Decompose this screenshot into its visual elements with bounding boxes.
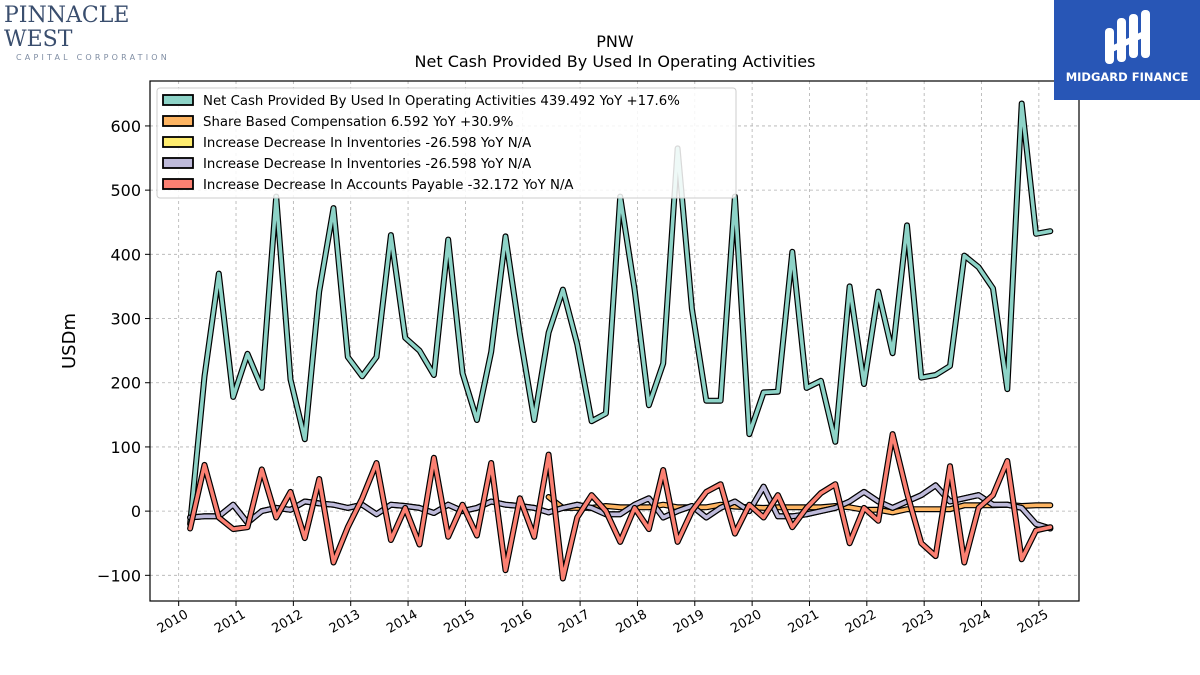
x-tick-label: 2012: [270, 607, 306, 637]
logo-company-subtitle: CAPITAL CORPORATION: [16, 53, 170, 62]
y-tick-label: 300: [110, 310, 141, 329]
x-tick-label: 2025: [1015, 607, 1051, 637]
logo-brand-text: MIDGARD FINANCE: [1065, 70, 1189, 84]
pinnacle-west-logo: PINNACLE WEST CAPITAL CORPORATION: [4, 4, 204, 63]
x-tick-label: 2016: [499, 607, 535, 637]
x-tick-label: 2020: [728, 607, 764, 637]
legend-label: Increase Decrease In Inventories -26.598…: [203, 157, 531, 172]
chart-title: PNW: [596, 32, 634, 51]
legend-swatch: [162, 178, 194, 190]
legend: Net Cash Provided By Used In Operating A…: [156, 87, 737, 199]
x-tick-label: 2013: [327, 607, 363, 637]
midgard-mark-icon: [1105, 10, 1150, 64]
x-tick-label: 2014: [384, 607, 420, 637]
x-tick-label: 2024: [958, 607, 994, 637]
x-tick-label: 2017: [556, 607, 592, 637]
logo-company-name: PINNACLE WEST: [4, 3, 130, 52]
x-tick-label: 2022: [843, 607, 879, 637]
y-tick-label: 400: [110, 245, 141, 264]
plot-frame: [149, 80, 1080, 602]
y-tick-label: 100: [110, 438, 141, 457]
y-axis-label: USDm: [59, 313, 80, 369]
series-line: [188, 432, 1053, 581]
x-tick-label: 2011: [212, 607, 248, 637]
legend-box: [156, 87, 737, 199]
legend-swatch: [162, 115, 194, 127]
y-tick-label: 600: [110, 117, 141, 136]
series-accounts-payable: [187, 431, 1054, 582]
y-tick-label: 0: [131, 502, 141, 521]
legend-label: Share Based Compensation 6.592 YoY +30.9…: [203, 115, 513, 130]
legend-swatch: [162, 94, 194, 106]
legend-swatch: [162, 157, 194, 169]
midgard-finance-logo: MIDGARD FINANCE: [1054, 0, 1200, 100]
y-tick-label: 200: [110, 374, 141, 393]
y-tick-label: −100: [97, 566, 141, 585]
x-tick-label: 2018: [614, 607, 650, 637]
chart-subtitle: Net Cash Provided By Used In Operating A…: [414, 52, 816, 71]
y-tick-label: 500: [110, 181, 141, 200]
legend-label: Increase Decrease In Inventories -26.598…: [203, 136, 531, 151]
legend-label: Increase Decrease In Accounts Payable -3…: [203, 178, 574, 193]
legend-label: Net Cash Provided By Used In Operating A…: [203, 94, 680, 109]
x-tick-label: 2015: [442, 607, 478, 637]
x-tick-label: 2010: [155, 607, 191, 637]
legend-swatch: [162, 136, 194, 148]
x-tick-label: 2023: [900, 607, 936, 637]
x-tick-label: 2021: [786, 607, 822, 637]
x-tick-label: 2019: [671, 607, 707, 637]
